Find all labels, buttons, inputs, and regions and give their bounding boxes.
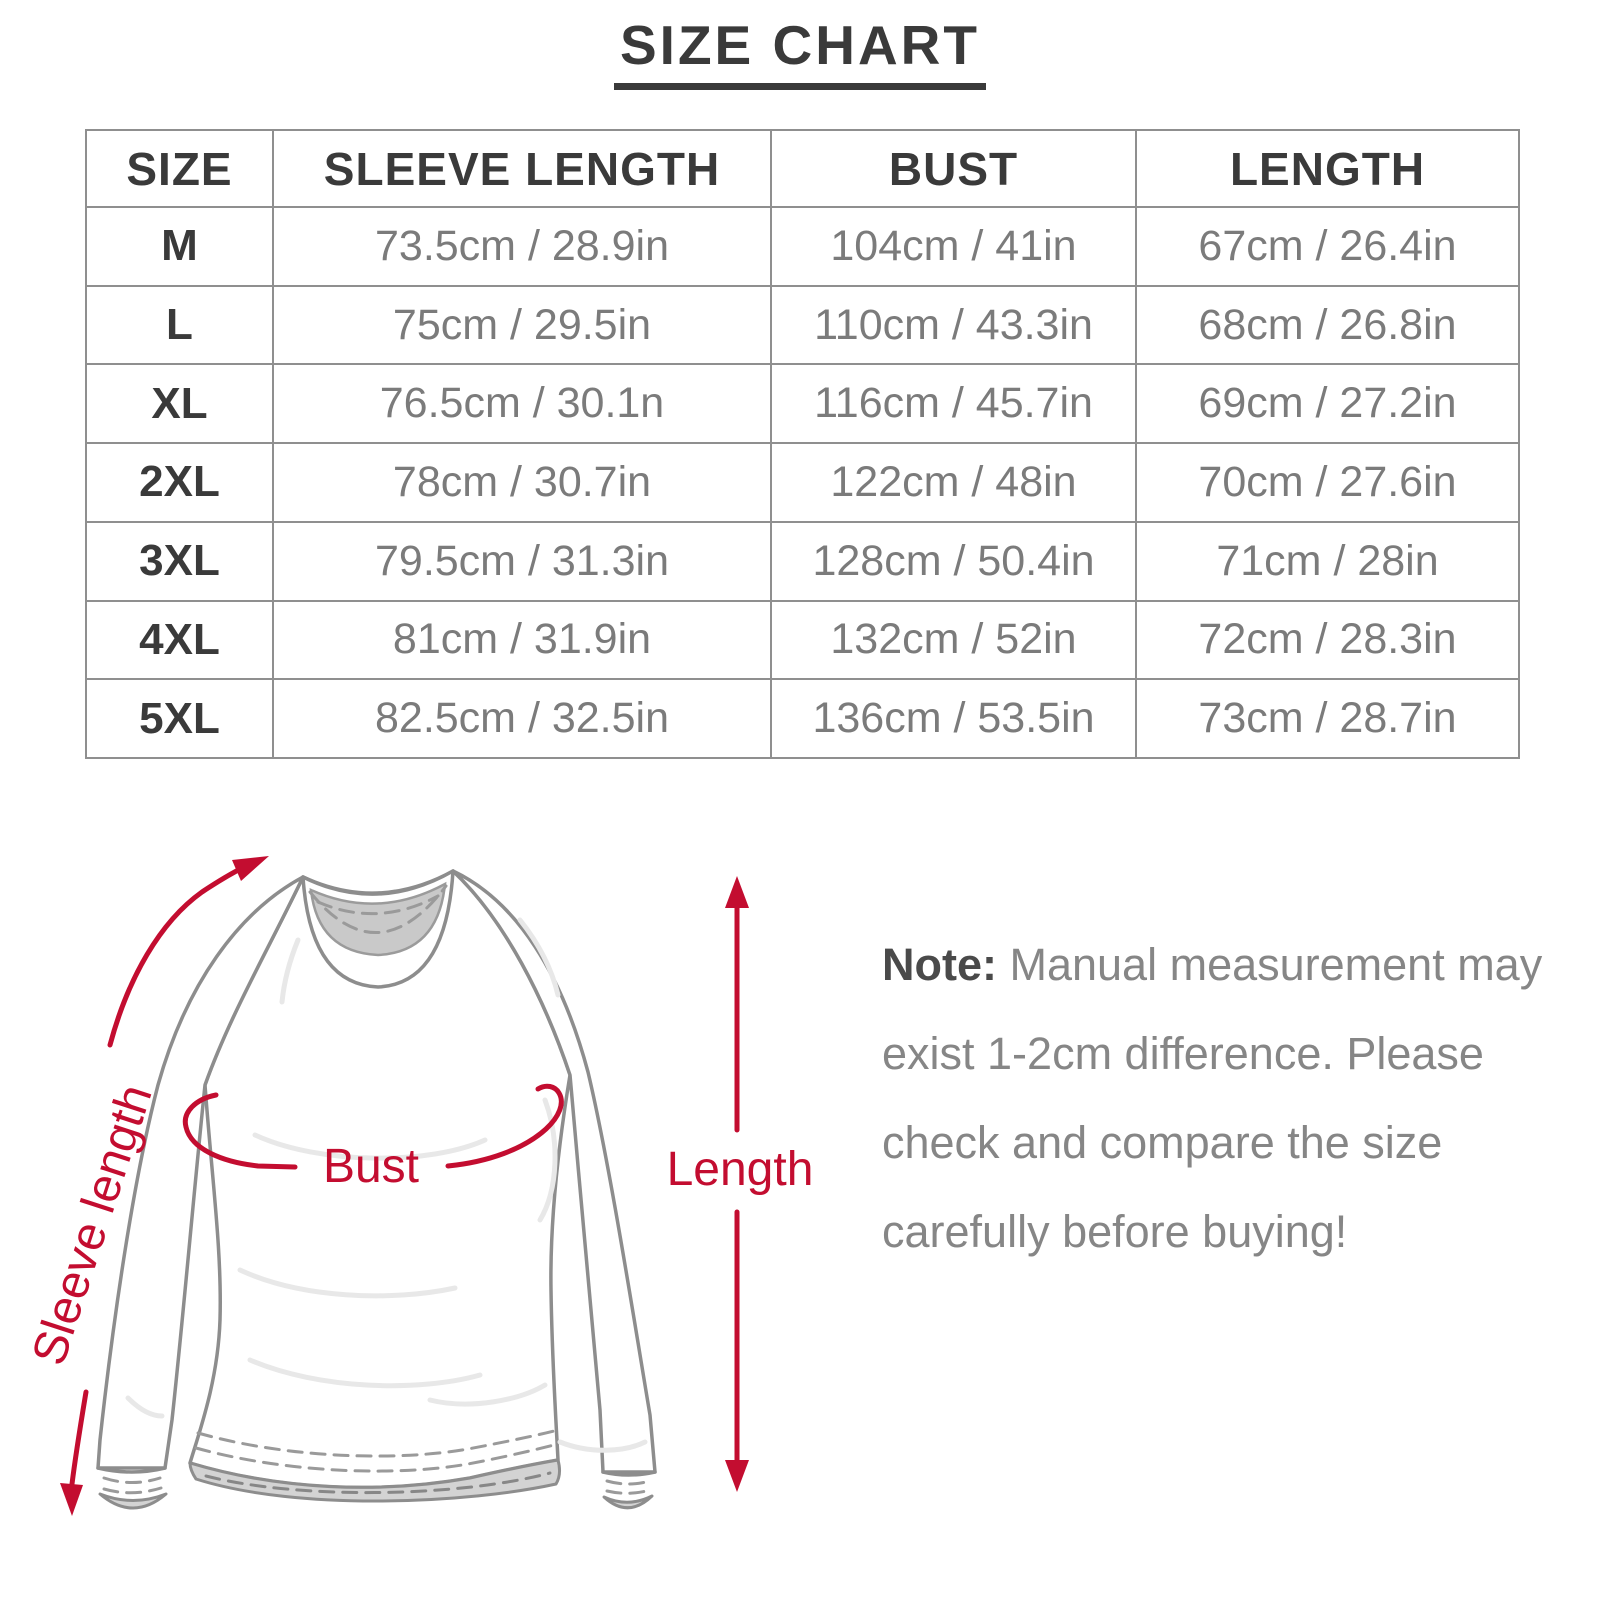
fabric-wrinkles (125, 917, 648, 1453)
sleeve-length-arrowhead-top (232, 856, 269, 881)
hem-stitch-lower (194, 1443, 556, 1473)
table-row: 3XL 79.5cm / 31.3in 128cm / 50.4in 71cm … (85, 520, 1520, 602)
length-label: Length (667, 1143, 814, 1196)
sleeve-length-arrow-curve (107, 863, 249, 1048)
cell-bust: 136cm / 53.5in (770, 678, 1137, 759)
table-row: XL 76.5cm / 30.1n 116cm / 45.7in 69cm / … (85, 363, 1520, 445)
cell-bust: 128cm / 50.4in (770, 520, 1137, 602)
cell-sleeve-length: 73.5cm / 28.9in (272, 206, 772, 287)
length-arrowhead-bottom (725, 1460, 749, 1492)
cell-bust: 116cm / 45.7in (770, 363, 1137, 445)
measurement-note: Note: Manual measurement may exist 1-2cm… (882, 920, 1542, 1276)
shirt-left-cuff (96, 1466, 168, 1510)
sleeve-length-arrowhead-bottom (60, 1483, 83, 1516)
cell-sleeve-length: 76.5cm / 30.1n (272, 363, 772, 445)
note-text: Manual measurement may (996, 939, 1543, 990)
collar-stitch-band (308, 884, 448, 934)
hem-stitch-upper (196, 1429, 556, 1458)
note-prefix: Note: (882, 939, 997, 990)
col-header-sleeve-length: SLEEVE LENGTH (272, 129, 772, 208)
cell-sleeve-length: 75cm / 29.5in (272, 284, 772, 366)
cell-sleeve-length: 82.5cm / 32.5in (272, 678, 772, 759)
cell-length: 69cm / 27.2in (1135, 363, 1520, 445)
cell-size: 3XL (85, 520, 274, 602)
cell-bust: 132cm / 52in (770, 599, 1137, 681)
bust-label: Bust (323, 1140, 419, 1193)
note-line: exist 1-2cm difference. Please (882, 1028, 1484, 1079)
cell-bust: 104cm / 41in (770, 206, 1137, 287)
shirt-measurement-diagram: Sleeve length Bust Length (22, 856, 814, 1516)
note-line: carefully before buying! (882, 1206, 1348, 1257)
table-row: 5XL 82.5cm / 32.5in 136cm / 53.5in 73cm … (85, 678, 1520, 759)
shirt-hem-band (188, 1458, 561, 1503)
bust-arc-left (182, 1092, 298, 1170)
col-header-size: SIZE (85, 129, 274, 208)
shirt-right-cuff (601, 1470, 657, 1510)
cell-sleeve-length: 81cm / 31.9in (272, 599, 772, 681)
sleeve-length-arrow-shaft (69, 1389, 89, 1487)
cell-length: 73cm / 28.7in (1135, 678, 1520, 759)
cell-length: 72cm / 28.3in (1135, 599, 1520, 681)
cell-length: 68cm / 26.8in (1135, 284, 1520, 366)
cell-size: XL (85, 363, 274, 445)
table-row: L 75cm / 29.5in 110cm / 43.3in 68cm / 26… (85, 284, 1520, 366)
title-underline (614, 83, 986, 91)
col-header-bust: BUST (770, 129, 1137, 208)
size-table: SIZE SLEEVE LENGTH BUST LENGTH M 73.5cm … (85, 129, 1520, 759)
length-arrowhead-top (725, 876, 749, 908)
cell-bust: 110cm / 43.3in (770, 284, 1137, 366)
cell-size: 2XL (85, 442, 274, 523)
collar-stitch-top (316, 894, 440, 916)
cell-size: 4XL (85, 599, 274, 681)
cell-length: 67cm / 26.4in (1135, 206, 1520, 287)
page-header: SIZE CHART (0, 14, 1600, 91)
table-row: M 73.5cm / 28.9in 104cm / 41in 67cm / 26… (85, 206, 1520, 287)
hem-band-stitch (204, 1471, 552, 1495)
col-header-length: LENGTH (1135, 129, 1520, 208)
bust-arc-right (445, 1083, 564, 1169)
cell-sleeve-length: 79.5cm / 31.3in (272, 520, 772, 602)
table-row: 2XL 78cm / 30.7in 122cm / 48in 70cm / 27… (85, 442, 1520, 523)
cell-length: 71cm / 28in (1135, 520, 1520, 602)
cell-length: 70cm / 27.6in (1135, 442, 1520, 523)
cell-size: M (85, 206, 274, 287)
collar-inner-panel (309, 881, 447, 957)
cell-bust: 122cm / 48in (770, 442, 1137, 523)
page-title: SIZE CHART (620, 14, 980, 76)
table-row: 4XL 81cm / 31.9in 132cm / 52in 72cm / 28… (85, 599, 1520, 681)
shirt-collar (301, 869, 455, 989)
cell-size: L (85, 284, 274, 366)
note-line: check and compare the size (882, 1117, 1443, 1168)
table-header-row: SIZE SLEEVE LENGTH BUST LENGTH (85, 129, 1520, 208)
cell-size: 5XL (85, 678, 274, 759)
note-line: Note: Manual measurement may (882, 920, 1542, 1009)
size-table-container: SIZE SLEEVE LENGTH BUST LENGTH M 73.5cm … (85, 129, 1520, 759)
cell-sleeve-length: 78cm / 30.7in (272, 442, 772, 523)
